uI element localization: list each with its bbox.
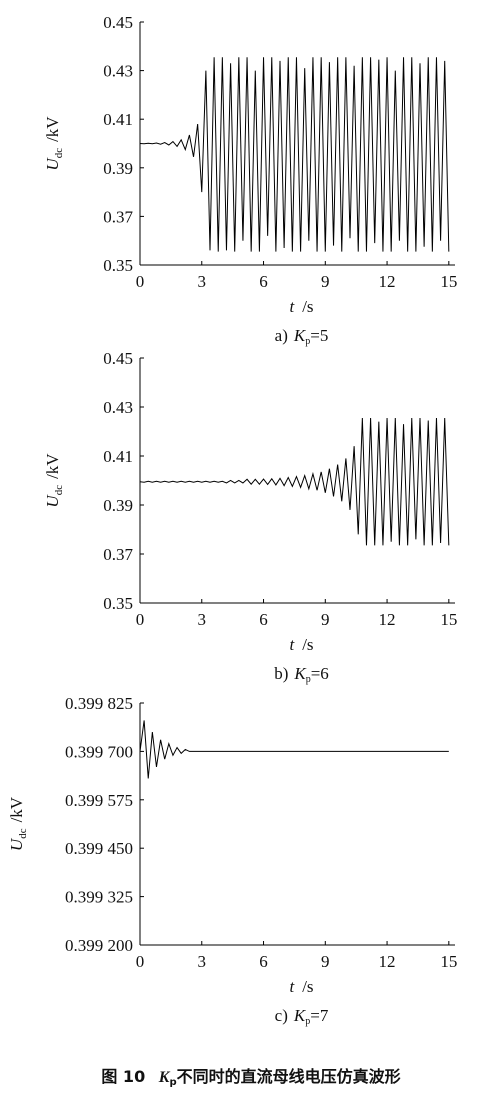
- data-line: [139, 720, 449, 779]
- x-tick-label: 0: [136, 610, 145, 629]
- ylabel-sub: dc: [17, 828, 29, 839]
- x-tick-label: 6: [259, 272, 268, 291]
- y-tick-label: 0.399 450: [65, 839, 133, 858]
- y-tick-label: 0.43: [103, 62, 133, 81]
- y-tick-label: 0.399 575: [65, 791, 133, 810]
- y-tick-label: 0.39: [103, 496, 133, 515]
- subplot-caption: c) Kp=7: [275, 1006, 329, 1027]
- xlabel-unit: /s: [302, 977, 313, 996]
- x-tick-label: 12: [379, 272, 396, 291]
- ylabel-main: U: [7, 837, 26, 851]
- y-axis-label: Udc/kV: [43, 453, 65, 508]
- data-line: [139, 57, 450, 252]
- x-tick-label: 0: [136, 272, 145, 291]
- xlabel-main: t: [289, 635, 295, 654]
- caption-var: K: [293, 1006, 307, 1025]
- y-axis-label: Udc/kV: [43, 116, 65, 171]
- caption-rest: =5: [310, 326, 328, 345]
- x-axis-label: t/s: [289, 297, 313, 316]
- caption-label: c): [275, 1006, 288, 1025]
- figure-caption: 图 10 Kp不同时的直流母线电压仿真波形: [101, 1067, 400, 1088]
- y-axis-label: Udc/kV: [7, 796, 29, 851]
- caption-var: K: [293, 326, 307, 345]
- caption-sub: p: [169, 1077, 176, 1088]
- x-tick-label: 12: [379, 952, 396, 971]
- x-tick-label: 3: [198, 272, 207, 291]
- y-tick-label: 0.35: [103, 594, 133, 613]
- xlabel-unit: /s: [302, 297, 313, 316]
- y-tick-label: 0.45: [103, 349, 133, 368]
- x-tick-label: 15: [440, 610, 457, 629]
- caption-text: 不同时的直流母线电压仿真波形: [177, 1067, 401, 1086]
- y-tick-label: 0.399 325: [65, 888, 133, 907]
- x-tick-label: 6: [259, 952, 268, 971]
- x-tick-label: 15: [440, 272, 457, 291]
- x-tick-label: 3: [198, 610, 207, 629]
- data-line: [139, 418, 450, 546]
- y-tick-label: 0.41: [103, 447, 133, 466]
- ylabel-unit: /kV: [43, 116, 62, 142]
- ylabel-sub: dc: [53, 485, 65, 496]
- caption-sub: p: [305, 1016, 310, 1027]
- caption-rest: =7: [310, 1006, 329, 1025]
- x-tick-label: 3: [198, 952, 207, 971]
- caption-var: K: [293, 664, 307, 683]
- x-tick-label: 9: [321, 610, 330, 629]
- y-tick-label: 0.37: [103, 545, 133, 564]
- ylabel-unit: /kV: [7, 796, 26, 822]
- y-tick-label: 0.399 700: [65, 742, 133, 761]
- caption-sub: p: [305, 336, 310, 347]
- caption-rest: =6: [311, 664, 329, 683]
- y-tick-label: 0.399 825: [65, 694, 133, 713]
- x-tick-label: 0: [136, 952, 145, 971]
- y-tick-label: 0.399 200: [65, 936, 133, 955]
- x-axis-label: t/s: [289, 635, 313, 654]
- caption-label: b): [274, 664, 288, 683]
- xlabel-main: t: [289, 977, 295, 996]
- y-tick-label: 0.43: [103, 398, 133, 417]
- ylabel-unit: /kV: [43, 453, 62, 479]
- x-tick-label: 9: [321, 272, 330, 291]
- figure-number: 图 10: [101, 1067, 145, 1086]
- subplot-caption: b) Kp=6: [274, 664, 329, 685]
- subplot-caption: a) Kp=5: [275, 326, 329, 347]
- y-tick-label: 0.37: [103, 207, 133, 226]
- caption-var: K: [158, 1069, 171, 1086]
- x-tick-label: 9: [321, 952, 330, 971]
- x-tick-label: 6: [259, 610, 268, 629]
- y-tick-label: 0.35: [103, 256, 133, 275]
- y-tick-label: 0.39: [103, 159, 133, 178]
- y-tick-label: 0.41: [103, 110, 133, 129]
- ylabel-main: U: [43, 157, 62, 171]
- ylabel-main: U: [43, 494, 62, 508]
- caption-label: a): [275, 326, 288, 345]
- ylabel-sub: dc: [53, 148, 65, 159]
- x-axis-label: t/s: [289, 977, 313, 996]
- xlabel-main: t: [289, 297, 295, 316]
- xlabel-unit: /s: [302, 635, 313, 654]
- x-tick-label: 15: [440, 952, 457, 971]
- caption-sub: p: [306, 674, 311, 685]
- y-tick-label: 0.45: [103, 13, 133, 32]
- x-tick-label: 12: [379, 610, 396, 629]
